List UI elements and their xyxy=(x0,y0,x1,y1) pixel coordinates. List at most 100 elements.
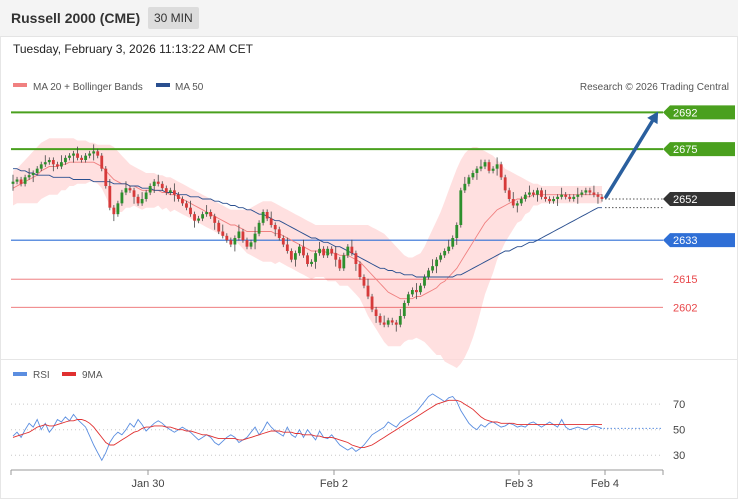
candle-body xyxy=(277,229,281,238)
candle-body xyxy=(564,194,568,197)
x-tick-label: Jan 30 xyxy=(131,478,164,490)
candle-body xyxy=(88,153,92,156)
price-tag-label-2633: 2633 xyxy=(673,235,697,247)
level-label-2615: 2615 xyxy=(673,274,697,286)
price-tag-label-2652: 2652 xyxy=(673,194,697,206)
candle-body xyxy=(257,222,261,234)
legend-swatch-ma20 xyxy=(13,83,27,87)
rsi-tick-50: 50 xyxy=(673,425,685,437)
candle-body xyxy=(193,214,196,221)
rsi-tick-70: 70 xyxy=(673,399,685,411)
candle-body xyxy=(100,155,104,169)
price-tag-2652 xyxy=(663,192,735,206)
candle-body xyxy=(314,253,317,262)
moving-averages-layer xyxy=(12,161,602,300)
candle-body xyxy=(96,151,100,156)
candle-body xyxy=(580,192,584,195)
candle-body xyxy=(120,192,124,204)
candle-body xyxy=(104,168,108,186)
candle-body xyxy=(378,316,382,323)
candle-body xyxy=(600,196,604,199)
candle-body xyxy=(560,194,564,197)
candle-body xyxy=(19,179,23,184)
candle-body xyxy=(366,285,370,297)
candle-body xyxy=(298,246,301,254)
candle-body xyxy=(176,194,180,199)
timeframe-badge[interactable]: 30 MIN xyxy=(148,7,199,29)
candle-body xyxy=(588,190,592,193)
candle-body xyxy=(330,248,334,254)
candle-body xyxy=(39,164,43,169)
candle-body xyxy=(59,162,63,167)
candle-body xyxy=(390,320,394,323)
rsi-ma-line xyxy=(12,399,602,449)
candle-body xyxy=(217,222,221,232)
legend-swatch-ma50 xyxy=(156,83,170,87)
candle-body xyxy=(249,242,253,247)
copyright-text: Research © 2026 Trading Central xyxy=(580,82,729,93)
candle-body xyxy=(51,160,55,165)
candles-layer xyxy=(11,144,604,332)
candle-body xyxy=(322,248,326,256)
candle-body xyxy=(35,168,39,173)
candle-body xyxy=(427,270,430,277)
candle-body xyxy=(346,246,350,256)
ma20-line xyxy=(12,161,602,300)
candle-body xyxy=(358,264,362,277)
candle-body xyxy=(386,320,390,325)
candle-body xyxy=(160,183,164,189)
candle-body xyxy=(273,225,277,230)
candle-body xyxy=(568,196,572,199)
forecast-arrow-head xyxy=(647,111,659,125)
candle-body xyxy=(132,190,136,197)
candle-body xyxy=(112,207,116,215)
candle-body xyxy=(84,155,88,160)
candle-body xyxy=(463,183,467,191)
price-tags-layer: 2692 2675 2652 2633 2615 2602 xyxy=(663,105,735,314)
candle-body xyxy=(556,196,560,199)
candle-body xyxy=(152,181,156,186)
rsi-tick-30: 30 xyxy=(673,450,685,462)
candle-body xyxy=(515,203,519,206)
candle-body xyxy=(370,296,374,310)
candle-body xyxy=(197,218,200,221)
candle-body xyxy=(511,199,515,206)
candle-body xyxy=(499,164,503,178)
candle-body xyxy=(523,194,527,199)
candle-body xyxy=(92,151,96,154)
candle-body xyxy=(592,192,596,195)
candle-body xyxy=(338,259,342,269)
candle-body xyxy=(410,290,414,295)
candle-body xyxy=(225,235,229,241)
panel-divider xyxy=(1,359,737,360)
candle-body xyxy=(31,173,35,176)
candle-body xyxy=(261,212,265,223)
candle-body xyxy=(237,231,241,238)
candle-body xyxy=(495,164,499,169)
candle-body xyxy=(269,218,273,225)
candle-body xyxy=(72,153,75,156)
candle-body xyxy=(144,192,148,199)
legend-label-ma20: MA 20 + Bollinger Bands xyxy=(33,82,143,93)
legend-swatch-9ma xyxy=(62,372,76,376)
candle-body xyxy=(431,266,434,271)
price-tag-label-2675: 2675 xyxy=(673,144,697,156)
candle-body xyxy=(221,231,225,236)
candle-body xyxy=(181,199,184,204)
candle-body xyxy=(487,162,491,171)
price-legend: MA 20 + Bollinger Bands MA 50 xyxy=(13,82,204,93)
candle-body xyxy=(128,188,132,191)
candle-body xyxy=(382,322,386,325)
candle-body xyxy=(350,246,354,254)
candle-body xyxy=(455,225,459,238)
rsi-line xyxy=(12,393,603,462)
candle-body xyxy=(318,248,322,254)
candle-body xyxy=(527,192,531,195)
price-tag-2692 xyxy=(663,105,735,120)
candle-body xyxy=(334,253,338,260)
candle-body xyxy=(164,188,168,193)
rsi-layer: 30 50 70 xyxy=(11,393,685,462)
x-tick-label: Feb 2 xyxy=(320,478,348,490)
candle-body xyxy=(374,309,378,316)
candle-body xyxy=(27,175,31,178)
